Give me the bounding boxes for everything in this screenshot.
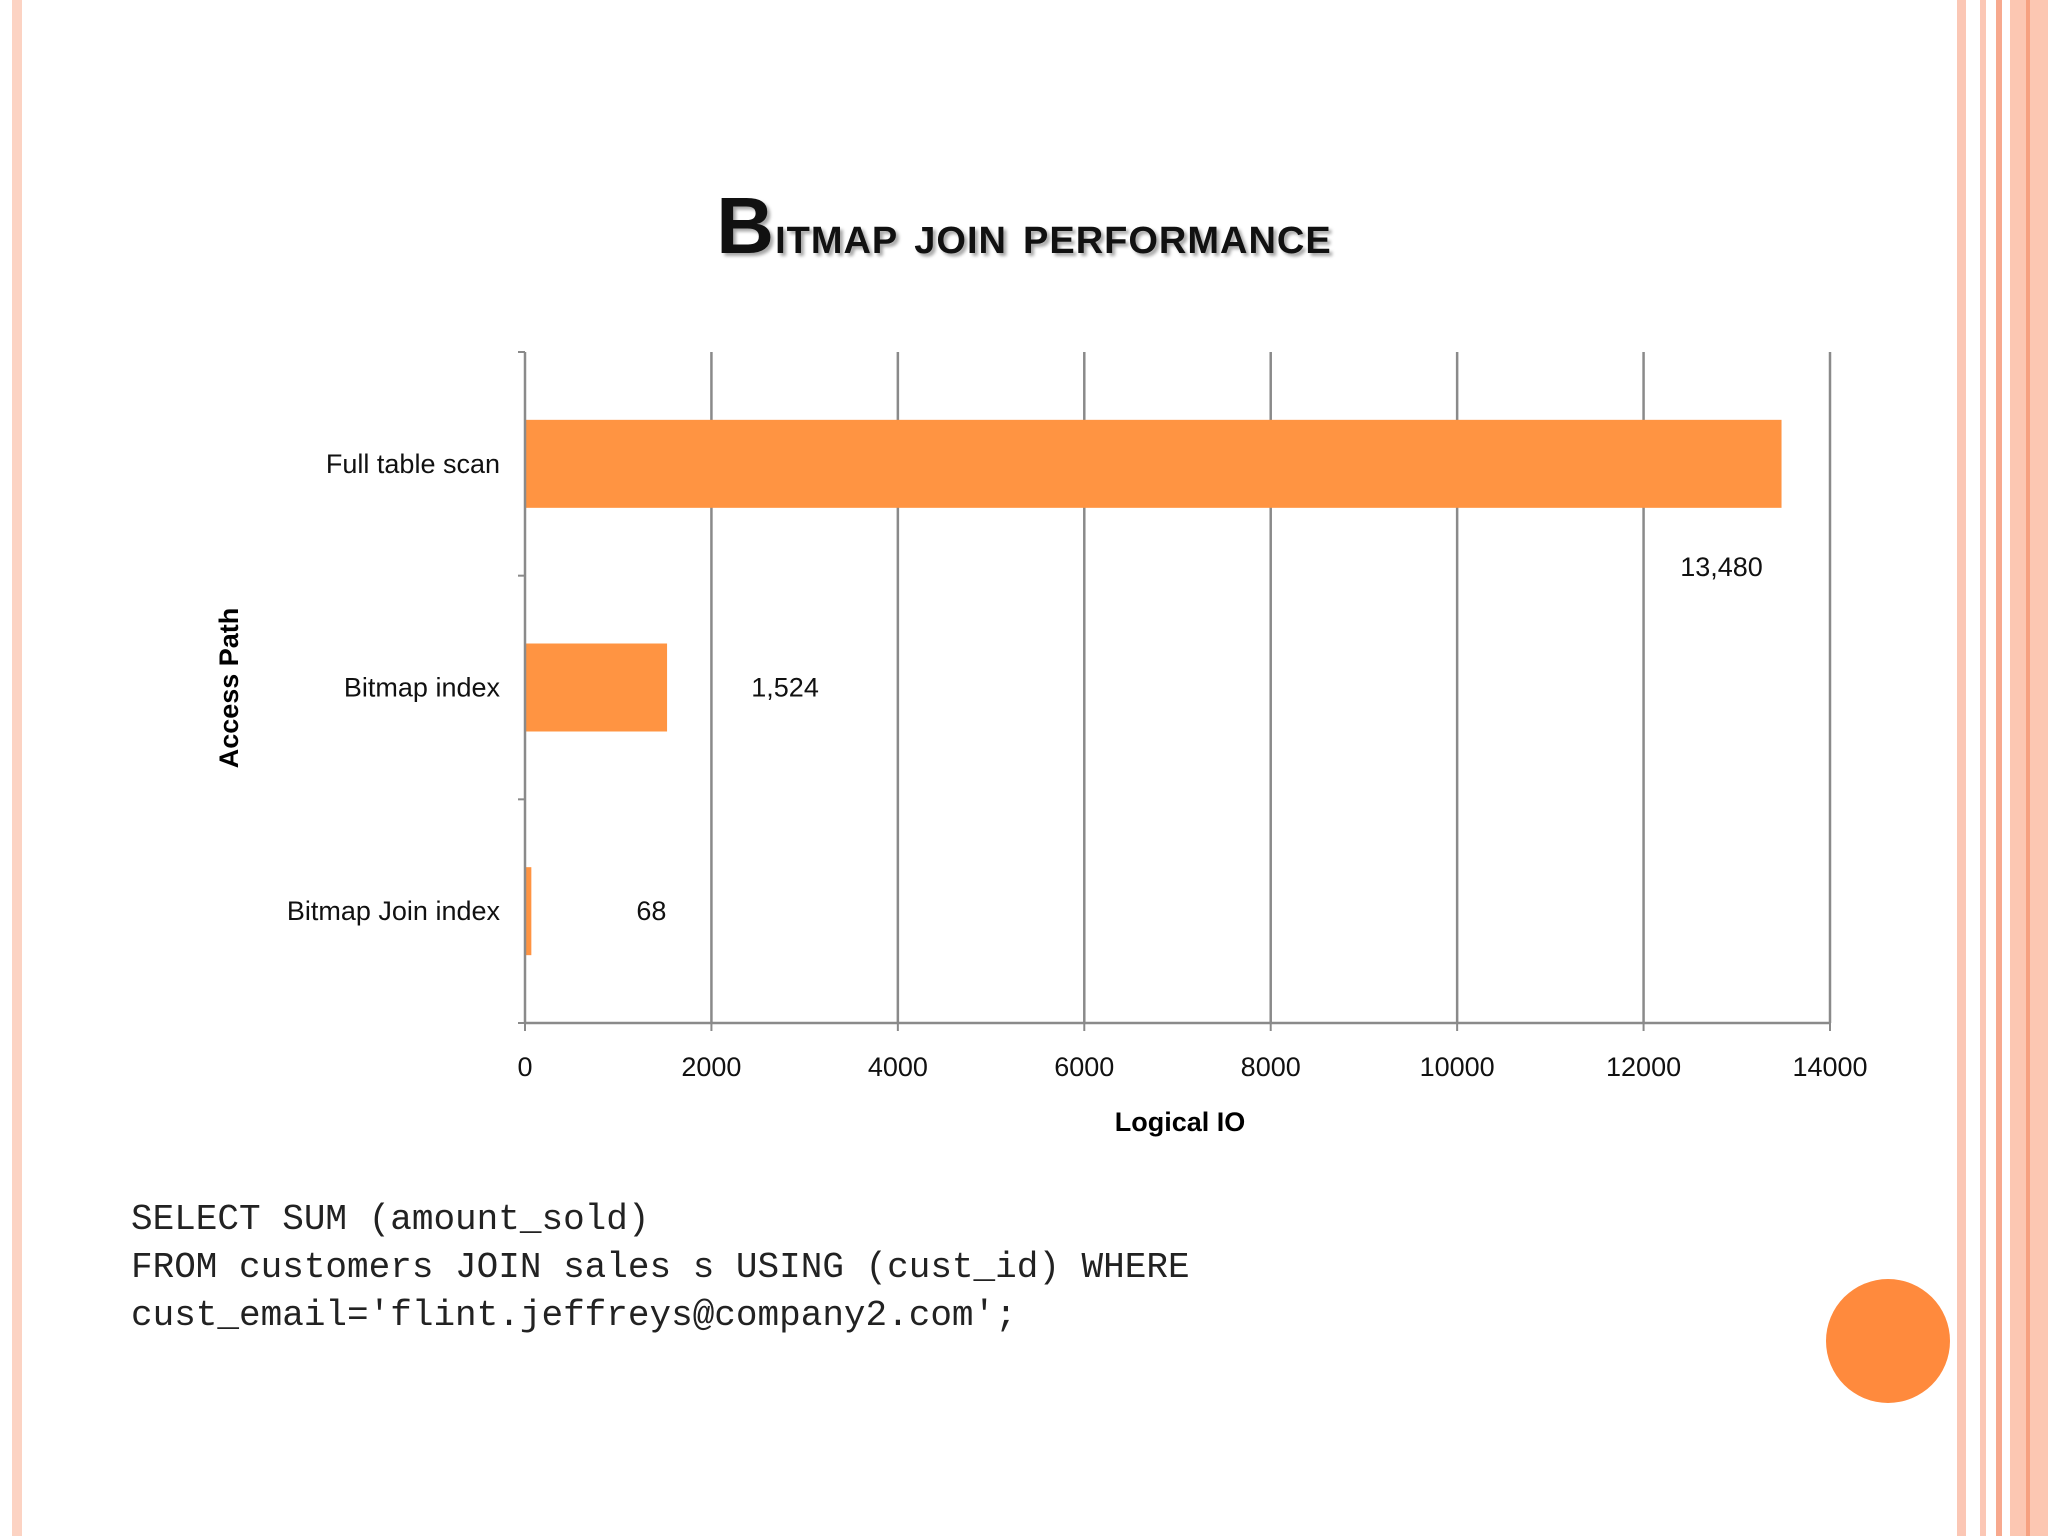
frame-stripe-2 (1980, 0, 1986, 1536)
x-tick-label: 10000 (1420, 1052, 1495, 1082)
x-tick-label: 2000 (681, 1052, 741, 1082)
sql-line: cust_email='flint.jeffreys@company2.com'… (131, 1295, 1017, 1336)
slide-title: Bitmap join performance (716, 181, 1332, 270)
frame-stripe-1 (1957, 0, 1966, 1536)
bars (525, 419, 1782, 956)
labels: Full table scan 13,480 Bitmap index 1,524 Bi… (287, 449, 1763, 926)
x-tick-label: 8000 (1241, 1052, 1301, 1082)
sql-query: SELECT SUM (amount_sold) FROM customers … (131, 1196, 1190, 1340)
frame-stripe-3 (1996, 0, 2002, 1536)
category-label: Bitmap Join index (287, 896, 501, 926)
bar-full-table-scan (525, 419, 1782, 508)
accent-circle (1826, 1279, 1950, 1403)
x-tick-label: 4000 (868, 1052, 928, 1082)
frame-stripe-left (12, 0, 22, 1536)
x-tick-label: 12000 (1606, 1052, 1681, 1082)
x-tick-label: 6000 (1054, 1052, 1114, 1082)
category-label: Full table scan (326, 449, 500, 479)
sql-line: SELECT SUM (amount_sold) (131, 1199, 650, 1240)
x-tick-label: 0 (517, 1052, 532, 1082)
axes: 0 2000 4000 6000 8000 10000 12000 14000 (517, 351, 1868, 1082)
sql-line: FROM customers JOIN sales s USING (cust_… (131, 1247, 1190, 1288)
frame-stripe-5 (2026, 0, 2030, 1536)
y-axis-title: Access Path (214, 608, 244, 769)
data-label: 68 (636, 896, 666, 926)
x-axis-title: Logical IO (1115, 1107, 1246, 1137)
x-tick-label: 14000 (1792, 1052, 1867, 1082)
data-label: 13,480 (1680, 552, 1763, 582)
bar-chart: 0 2000 4000 6000 8000 10000 12000 14000 Full ta… (214, 351, 1868, 1137)
bar-bitmap-index (525, 643, 668, 732)
bar-bitmap-join-index (525, 867, 532, 956)
category-label: Bitmap index (344, 673, 501, 703)
data-label: 1,524 (751, 673, 819, 703)
